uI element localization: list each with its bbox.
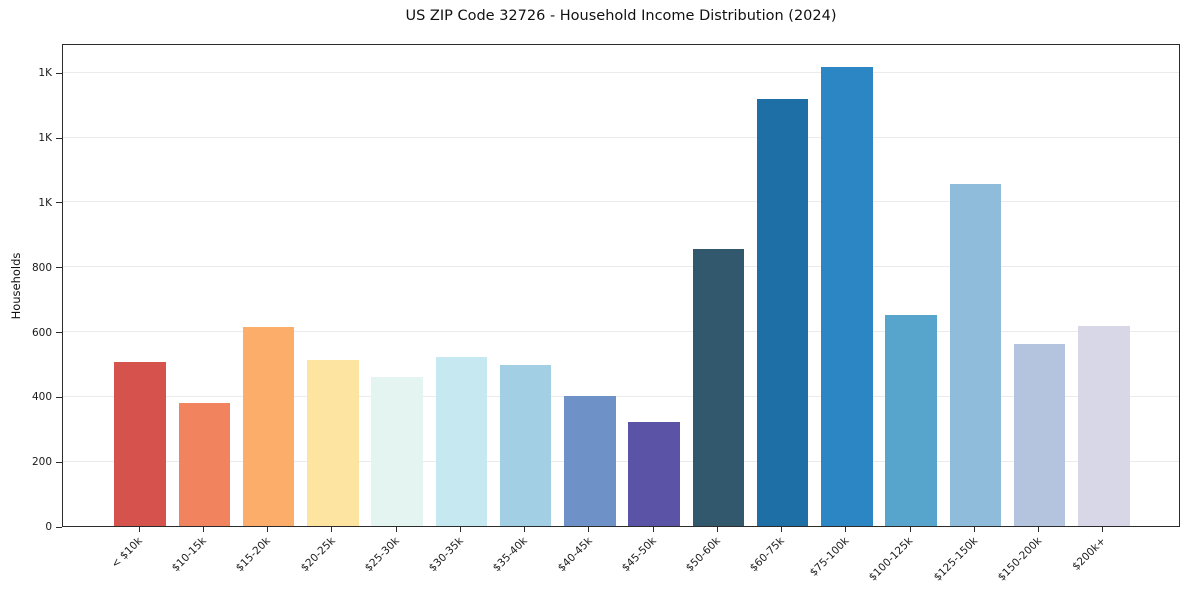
bar: [307, 360, 359, 526]
bar: [756, 98, 809, 526]
y-tick-mark: [56, 202, 62, 204]
gridline: [63, 331, 1179, 333]
bar: [435, 357, 488, 526]
x-tick-label: $125-150k: [931, 535, 980, 584]
x-tick-mark: [202, 527, 204, 532]
gridline: [63, 460, 1179, 462]
y-tick-mark: [56, 526, 62, 528]
x-tick-mark: [845, 527, 847, 532]
bar: [949, 184, 1002, 526]
x-tick-mark: [138, 527, 140, 532]
bar: [885, 315, 937, 526]
y-tick-mark: [56, 72, 62, 74]
bar: [821, 67, 873, 526]
x-tick-mark: [524, 527, 526, 532]
x-tick-mark: [973, 527, 975, 532]
x-tick-label: $35-40k: [491, 535, 531, 575]
x-tick-label: $100-125k: [867, 535, 916, 584]
bar: [1078, 325, 1130, 526]
x-tick-label: $50-60k: [683, 535, 723, 575]
y-tick-mark: [56, 137, 62, 139]
chart-title: US ZIP Code 32726 - Household Income Dis…: [405, 8, 837, 24]
y-tick-mark: [56, 461, 62, 463]
y-tick-label: 800: [31, 261, 52, 274]
x-tick-mark: [909, 527, 911, 532]
x-tick-label: $45-50k: [619, 535, 659, 575]
x-tick-label: $20-25k: [298, 535, 338, 575]
x-tick-mark: [716, 527, 718, 532]
y-tick-label: 1K: [38, 132, 52, 144]
x-tick-label: $15-20k: [233, 535, 274, 575]
y-tick-mark: [56, 396, 62, 398]
x-tick-mark: [652, 527, 654, 532]
x-tick-label: < $10k: [109, 535, 145, 571]
gridline: [63, 395, 1179, 397]
x-tick-mark: [267, 527, 269, 532]
x-tick-mark: [1038, 527, 1040, 532]
x-tick-mark: [1102, 527, 1104, 532]
x-tick-mark: [588, 527, 590, 532]
bar: [178, 402, 231, 526]
y-tick-label: 1K: [38, 196, 52, 209]
gridline: [63, 266, 1179, 268]
bar: [628, 422, 680, 526]
y-tick-label: 1K: [38, 67, 52, 80]
gridline: [63, 201, 1179, 203]
x-tick-label: $25-30k: [362, 535, 402, 575]
x-tick-label: $10-15k: [169, 535, 209, 575]
bar: [692, 248, 745, 526]
y-tick-mark: [56, 332, 62, 333]
y-tick-mark: [56, 267, 62, 269]
x-tick-label: $40-45k: [555, 535, 595, 575]
gridline: [63, 71, 1179, 73]
plot-area: [62, 44, 1180, 527]
y-tick-label: 600: [31, 326, 52, 339]
y-tick-label: 200: [31, 456, 52, 469]
x-tick-mark: [395, 527, 397, 532]
x-tick-mark: [459, 527, 461, 532]
x-tick-label: $30-35k: [426, 535, 466, 575]
bar: [114, 362, 166, 526]
x-tick-label: $150-200k: [995, 535, 1045, 584]
gridline: [63, 136, 1179, 138]
x-tick-label: $60-75k: [748, 535, 788, 575]
x-tick-label: $75-100k: [807, 535, 852, 579]
bar: [499, 364, 552, 526]
x-tick-label: $200k+: [1070, 535, 1109, 573]
bar: [564, 396, 616, 526]
bar: [371, 376, 423, 526]
bar: [1013, 344, 1066, 526]
bar: [242, 326, 295, 526]
x-tick-mark: [781, 527, 783, 532]
y-tick-label: 400: [31, 391, 52, 404]
y-tick-label: 0: [45, 521, 52, 533]
x-tick-mark: [331, 527, 333, 532]
